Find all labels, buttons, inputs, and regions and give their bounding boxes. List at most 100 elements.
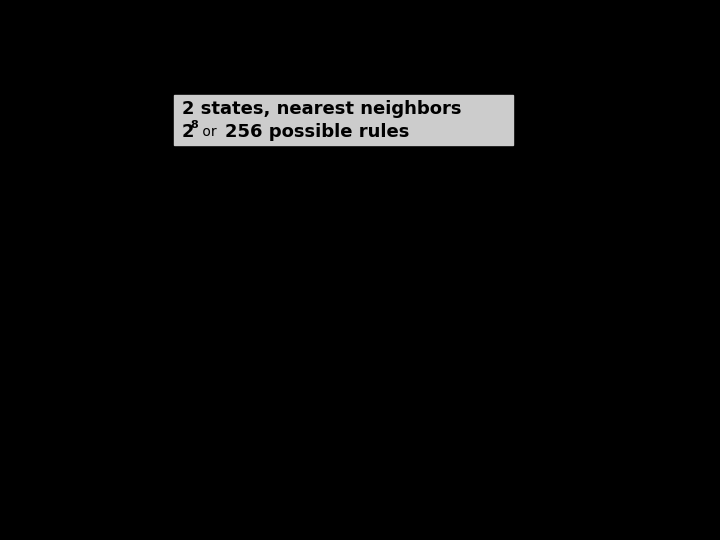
Text: 0: 0 xyxy=(381,278,388,291)
Text: 0: 0 xyxy=(381,428,388,441)
Text: 0: 0 xyxy=(445,323,452,336)
Text: 10: 10 xyxy=(279,353,293,366)
Text: 1: 1 xyxy=(344,218,352,231)
Text: periodic: periodic xyxy=(485,218,533,231)
Text: 0: 0 xyxy=(381,218,388,231)
Text: 2 states, nearest neighbors: 2 states, nearest neighbors xyxy=(181,100,461,118)
Text: 1: 1 xyxy=(381,323,388,336)
Text: 0: 0 xyxy=(445,248,452,261)
Text: 14: 14 xyxy=(278,413,293,426)
Text: 15: 15 xyxy=(279,428,293,441)
Text: 1: 1 xyxy=(344,368,352,381)
Text: Contest: Contest xyxy=(620,368,634,427)
Text: 1: 1 xyxy=(445,443,452,456)
Text: 0: 0 xyxy=(344,398,352,411)
Text: 0: 0 xyxy=(413,353,420,366)
Text: *=Case 1, †=Case 2.: *=Case 1, †=Case 2. xyxy=(92,461,208,471)
Text: 0: 0 xyxy=(344,278,352,291)
Text: 0: 0 xyxy=(381,338,388,351)
Text: 1: 1 xyxy=(445,383,452,396)
Text: 0: 0 xyxy=(413,398,420,411)
Text: 0: 0 xyxy=(344,308,352,321)
Text: 0: 0 xyxy=(344,443,352,456)
Text: 11: 11 xyxy=(278,368,293,381)
Text: 1: 1 xyxy=(445,353,452,366)
Text: 0: 0 xyxy=(344,323,352,336)
Text: 1: 1 xyxy=(381,197,389,210)
Text: Long: Long xyxy=(192,218,221,231)
Text: 2: 2 xyxy=(413,197,420,210)
Text: 8: 8 xyxy=(191,120,199,130)
Text: 13: 13 xyxy=(279,398,293,411)
Text: 6: 6 xyxy=(286,293,293,306)
Text: Dispersal: Dispersal xyxy=(192,197,251,210)
Text: fixation: fixation xyxy=(485,443,530,456)
Text: periodic: periodic xyxy=(485,368,533,381)
Text: chaotic: chaotic xyxy=(485,323,528,336)
Text: 2: 2 xyxy=(181,123,194,141)
Text: trivial: trivial xyxy=(485,383,519,396)
Text: 0: 0 xyxy=(413,233,420,246)
Text: 2: 2 xyxy=(286,233,293,246)
Text: Local: Local xyxy=(192,398,223,411)
Text: 0: 0 xyxy=(413,338,420,351)
Text: 0: 0 xyxy=(381,368,388,381)
Text: trivial: trivial xyxy=(485,278,519,291)
Text: 8†: 8† xyxy=(280,323,293,336)
Text: 0: 0 xyxy=(445,218,452,231)
Text: 16: 16 xyxy=(278,443,293,456)
Text: periodic: periodic xyxy=(485,263,533,276)
Text: 1: 1 xyxy=(413,443,420,456)
Text: 1: 1 xyxy=(381,383,388,396)
Text: periodic: periodic xyxy=(485,308,533,321)
Text: 1: 1 xyxy=(413,263,420,276)
Text: 1: 1 xyxy=(381,293,388,306)
Text: 0: 0 xyxy=(413,293,420,306)
Text: competition: competition xyxy=(101,353,171,366)
Text: 0: 0 xyxy=(445,233,452,246)
Text: 0: 0 xyxy=(445,278,452,291)
Text: 0: 0 xyxy=(413,413,420,426)
Text: distance: distance xyxy=(192,233,243,246)
Text: 256 possible rules: 256 possible rules xyxy=(225,123,410,141)
Text: 1: 1 xyxy=(413,368,420,381)
Text: 1: 1 xyxy=(381,443,388,456)
Text: 1: 1 xyxy=(445,368,452,381)
Text: 0: 0 xyxy=(445,293,452,306)
Text: 9: 9 xyxy=(286,338,293,351)
Text: 3: 3 xyxy=(445,197,453,210)
Text: Contest: Contest xyxy=(101,338,147,351)
Text: 0: 0 xyxy=(344,293,352,306)
Text: 1: 1 xyxy=(413,248,420,261)
Text: 1: 1 xyxy=(344,353,352,366)
Text: 1: 1 xyxy=(344,263,352,276)
Text: 12: 12 xyxy=(278,383,293,396)
Text: 0: 0 xyxy=(344,428,352,441)
Text: 1: 1 xyxy=(344,383,352,396)
Text: 1: 1 xyxy=(413,308,420,321)
Text: chaotic: chaotic xyxy=(485,353,528,366)
Text: chaotic: chaotic xyxy=(485,413,528,426)
Text: 7: 7 xyxy=(286,308,293,321)
Text: 0: 0 xyxy=(445,308,452,321)
Text: distance: distance xyxy=(192,353,243,366)
Text: 1: 1 xyxy=(413,428,420,441)
Text: 0: 0 xyxy=(413,278,420,291)
Text: 1: 1 xyxy=(445,428,452,441)
Text: 1: 1 xyxy=(286,218,293,231)
Text: 0: 0 xyxy=(445,263,452,276)
Text: 3: 3 xyxy=(286,248,293,261)
Text: 1: 1 xyxy=(413,383,420,396)
Text: Local: Local xyxy=(192,278,223,291)
Text: 1: 1 xyxy=(344,338,352,351)
Text: Competition: Competition xyxy=(101,197,177,210)
Text: or: or xyxy=(198,125,221,139)
Bar xyxy=(174,95,513,145)
Text: Scramble: Scramble xyxy=(620,241,634,313)
Text: 1: 1 xyxy=(445,413,452,426)
Text: Neighborhood sum: Neighborhood sum xyxy=(353,177,472,190)
Text: 0: 0 xyxy=(381,248,388,261)
Text: 1: 1 xyxy=(344,233,352,246)
Text: 1: 1 xyxy=(381,413,388,426)
Text: chaotic: chaotic xyxy=(485,338,528,351)
